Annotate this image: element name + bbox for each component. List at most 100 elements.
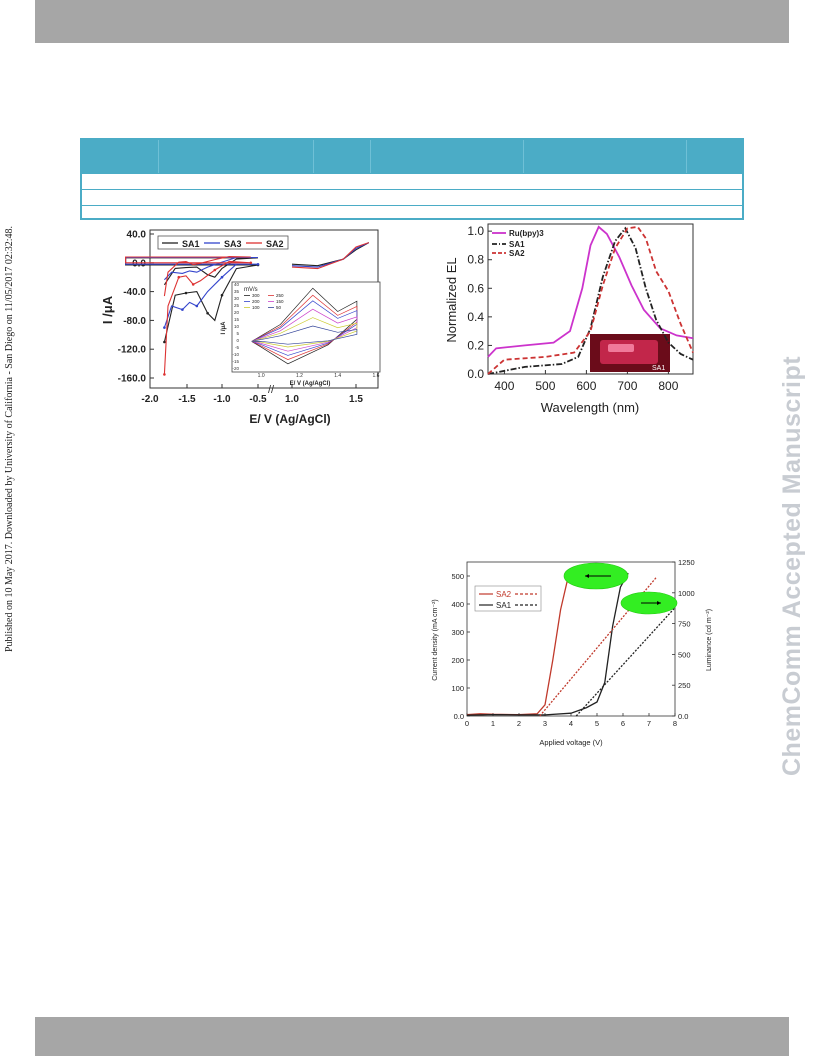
cv-point (163, 373, 166, 376)
footer-band (35, 1017, 789, 1056)
el-device-photo: SA1 (590, 334, 670, 372)
table-column-divider (686, 140, 687, 173)
el-y-tick-label: 0.8 (467, 253, 484, 267)
el-inset-label: SA1 (652, 365, 665, 372)
el-x-tick-label: 600 (576, 379, 596, 393)
jv-y-tick-label: 100 (451, 684, 464, 693)
cv-point (163, 340, 166, 344)
jv-y2-tick-label: 750 (678, 620, 691, 629)
cv-inset-scan-50 (251, 325, 358, 345)
cv-inset-x-tick: 1.4 (334, 373, 341, 379)
jv-x-tick-label: 5 (595, 719, 599, 728)
jv-x-tick-label: 6 (621, 719, 625, 728)
el-x-tick-label: 700 (617, 379, 637, 393)
cv-inset-y-tick: -15 (232, 359, 239, 364)
arrow-left-icon (585, 574, 589, 578)
cv-point (249, 261, 253, 265)
el-xlabel: Wavelength (nm) (541, 400, 640, 415)
cv-inset-legend-label: 100 (252, 305, 260, 310)
el-x-tick-label: 400 (494, 379, 514, 393)
jv-y2-tick-label: 1250 (678, 558, 695, 567)
cv-point (220, 275, 224, 279)
cv-point (256, 262, 260, 266)
jv-series-sa1-luminance (575, 607, 676, 717)
cv-legend-box (157, 235, 289, 250)
cv-inset-y-tick: -10 (232, 352, 239, 357)
cv-x-tick-label: -1.0 (213, 394, 231, 405)
table-header-row (82, 140, 742, 173)
cv-inset-y-tick: 25 (234, 303, 240, 308)
cv-point (177, 275, 181, 279)
jv-y2-tick-label: 250 (678, 681, 691, 690)
cv-series-sa2 (125, 255, 251, 375)
table-column-divider (370, 140, 371, 173)
cv-inset-y-tick: -5 (235, 345, 239, 350)
cv-point (206, 311, 209, 315)
jv-series-sa1-current (466, 572, 629, 716)
table-column-divider (158, 140, 159, 173)
cv-y-tick-label: -40.0 (123, 287, 146, 298)
cv-y-tick-label: -80.0 (123, 316, 146, 327)
cv-point (191, 283, 195, 286)
cv-inset-x-tick: 1.6 (373, 373, 380, 379)
jv-legend-sa1: SA1 (496, 601, 512, 610)
cv-legend-sa3: SA3 (224, 239, 242, 249)
jv-y2label: Luminance (cd m⁻²) (706, 609, 713, 671)
cv-inset-y-tick: 20 (234, 310, 240, 315)
cv-x-tick-label: 1.0 (285, 394, 299, 405)
cv-inset-x-tick: 1.0 (258, 373, 265, 379)
jv-x-tick-label: 7 (647, 719, 651, 728)
cv-inset-legend-label: 150 (276, 299, 284, 304)
jv-y2-tick-label: 0.0 (678, 712, 688, 721)
accepted-manuscript-watermark: ChemComm Accepted Manuscript (778, 355, 806, 776)
cv-inset-xlabel: E/ V (Ag/AgCl) (290, 381, 331, 387)
jv-x-tick-label: 3 (543, 719, 547, 728)
el-y-tick-label: 0.0 (467, 367, 484, 381)
el-ylabel: Normalized EL (444, 257, 459, 342)
jv-x-tick-label: 0 (465, 719, 469, 728)
cv-point (195, 304, 199, 308)
table-row (82, 205, 742, 221)
el-spectrum-chart: 0.0 0.2 0.4 0.6 0.8 1.0 400 500 600 700 800 SA1 R… (444, 223, 694, 415)
jv-series-sa2-current (466, 575, 570, 716)
el-x-tick-label: 800 (658, 379, 678, 393)
cv-chart: 40.00.0-40.0-80.0-120.0-160.0 -2.0 -1.5 -1… (100, 229, 381, 426)
jv-x-tick-label: 2 (517, 719, 521, 728)
el-y-tick-label: 1.0 (467, 224, 484, 238)
table-column-divider (313, 140, 314, 173)
el-x-tick-label: 500 (535, 379, 555, 393)
el-legend-sa2: SA2 (509, 249, 525, 258)
el-legend-sa1: SA1 (509, 240, 525, 249)
cv-axis-break: // (268, 384, 275, 396)
el-legend-ru: Ru(bpy)3 (509, 229, 544, 238)
table-row (82, 173, 742, 189)
el-series-ru-bpy3 (487, 225, 694, 358)
cv-inset-legend-label: 300 (252, 293, 260, 298)
cv-y-tick-label: -160.0 (118, 374, 147, 385)
cv-legend-sa1: SA1 (182, 239, 200, 249)
cv-point (181, 308, 184, 311)
jv-y-tick-label: 400 (451, 600, 464, 609)
cv-inset-y-tick: -20 (232, 366, 239, 371)
jv-legend: SA2 SA1 (474, 585, 542, 612)
cv-inset-legend-title: mV/s (244, 287, 258, 293)
cv-inset-legend-label: 250 (276, 293, 284, 298)
cv-x-tick-label: -2.0 (141, 394, 159, 405)
cv-legend-sa2: SA2 (266, 239, 284, 249)
cv-legend: SA1 SA3 SA2 (157, 235, 289, 250)
el-plot-frame (487, 223, 694, 375)
jv-legend-sa2: SA2 (496, 590, 512, 599)
cv-inset-x-tick: 1.2 (296, 373, 303, 379)
cv-ylabel: I /μA (100, 295, 115, 324)
cv-inset-scan-150 (251, 308, 358, 352)
arrow-right-icon (657, 601, 661, 605)
cv-series-sa2-oxidation (291, 242, 369, 270)
cv-x-tick-label: -0.5 (249, 394, 267, 405)
table-column-divider (523, 140, 524, 173)
jv-x-tick-label: 4 (569, 719, 573, 728)
cv-x-tick-label: -1.5 (178, 394, 196, 405)
data-table (80, 138, 744, 220)
header-band (35, 0, 789, 43)
jv-plot-frame (466, 561, 676, 717)
